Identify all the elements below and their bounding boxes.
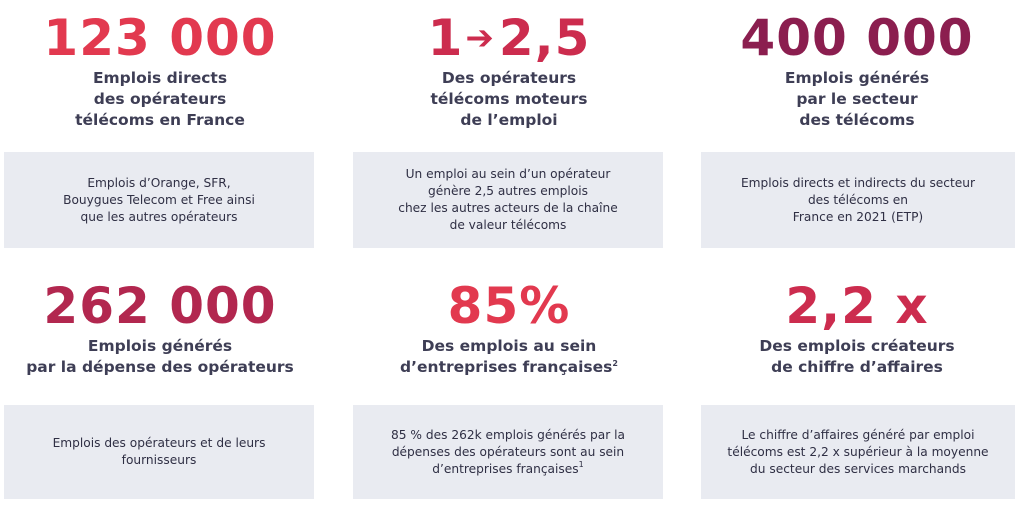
stat-description-line: que les autres opérateurs	[80, 209, 238, 224]
stat-value-right: 2,5	[498, 9, 591, 67]
stat-label-line: Des emplois au sein	[421, 337, 597, 355]
footnote-marker: 1	[578, 459, 584, 469]
stat-label-line: Emplois générés	[87, 337, 233, 355]
stat-description-line: Emplois directs et indirects du secteur	[740, 175, 976, 190]
stat-description-line: fournisseurs	[121, 453, 197, 467]
stat-label: Emplois générés par le secteur des téléc…	[701, 68, 1013, 131]
stat-value: 1➔2,5	[353, 10, 665, 66]
stat-label-line: de chiffre d’affaires	[771, 358, 943, 376]
stat-description-line: Emplois des opérateurs et de leurs	[52, 436, 266, 450]
stat-label-line: des opérateurs	[93, 90, 227, 108]
stat-description-line: dépenses des opérateurs sont au sein	[391, 444, 625, 459]
stat-value: 2,2 x	[785, 277, 929, 335]
stat-description-box: Emplois directs et indirects du secteur …	[701, 152, 1015, 248]
stat-description-line: des télécoms en	[807, 192, 909, 207]
stat-label-line: Emplois générés	[784, 69, 930, 87]
stat-label: Emplois générés par la dépense des opéra…	[4, 336, 316, 378]
stat-value: 262 000	[43, 277, 277, 335]
stat-description-line: Le chiffre d’affaires généré par emploi	[741, 427, 975, 442]
stat-description-box: Emplois des opérateurs et de leurs fourn…	[4, 405, 314, 499]
stat-description-line: d’entreprises françaises	[432, 461, 579, 476]
stat-description-box: Le chiffre d’affaires généré par emploi …	[701, 405, 1015, 499]
stat-description-line: génère 2,5 autres emplois	[428, 184, 588, 198]
stat-value-left: 1	[427, 9, 464, 67]
stat-card-direct-jobs: 123 000 Emplois directs des opérateurs t…	[4, 10, 316, 131]
stat-card-spending-jobs: 262 000 Emplois générés par la dépense d…	[4, 278, 316, 378]
stat-label-line: télécoms moteurs	[430, 90, 588, 108]
stat-label-line-with-footnote: d’entreprises françaises2	[353, 357, 665, 378]
stat-description-line: télécoms est 2,2 x supérieur à la moyenn…	[727, 444, 989, 459]
stat-value: 400 000	[740, 9, 974, 67]
stat-description-line: Emplois d’Orange, SFR,	[87, 175, 231, 190]
stat-value: 85%	[447, 277, 571, 335]
arrow-right-icon: ➔	[465, 18, 495, 58]
stat-card-multiplier: 1➔2,5 Des opérateurs télécoms moteurs de…	[353, 10, 665, 131]
stat-label-line: par le secteur	[796, 90, 918, 108]
stat-description-line: chez les autres acteurs de la chaîne	[398, 201, 618, 215]
stat-label: Emplois directs des opérateurs télécoms …	[4, 68, 316, 131]
stat-description-line-with-footnote: d’entreprises françaises1	[391, 459, 625, 478]
stat-description-box: Un emploi au sein d’un opérateur génère …	[353, 152, 663, 248]
stat-card-sector-jobs: 400 000 Emplois générés par le secteur d…	[701, 10, 1013, 131]
stat-label: Des emplois créateurs de chiffre d’affai…	[701, 336, 1013, 378]
stat-label-line: de l’emploi	[460, 111, 558, 129]
stat-label-line: d’entreprises françaises	[400, 358, 613, 376]
stat-label: Des emplois au sein d’entreprises frança…	[353, 336, 665, 378]
footnote-marker: 2	[612, 359, 618, 368]
stat-description-line: Bouygues Telecom et Free ainsi	[63, 192, 255, 207]
stat-description-line: Un emploi au sein d’un opérateur	[405, 167, 611, 181]
stat-description-line: de valeur télécoms	[449, 218, 567, 232]
stat-description-box: Emplois d’Orange, SFR, Bouygues Telecom …	[4, 152, 314, 248]
stat-label-line: télécoms en France	[75, 111, 245, 129]
stat-label-line: Des opérateurs	[441, 69, 577, 87]
stat-description-line: France en 2021 (ETP)	[792, 209, 924, 224]
stat-label-line: Emplois directs	[92, 69, 228, 87]
stat-label-line: par la dépense des opérateurs	[26, 358, 294, 376]
stat-value: 123 000	[43, 9, 277, 67]
stat-description-line: du secteur des services marchands	[750, 461, 966, 476]
stat-card-revenue-jobs: 2,2 x Des emplois créateurs de chiffre d…	[701, 278, 1013, 378]
stat-card-french-companies: 85% Des emplois au sein d’entreprises fr…	[353, 278, 665, 378]
stat-label-line: Des emplois créateurs	[759, 337, 955, 355]
stat-description-line: 85 % des 262k emplois générés par la	[391, 427, 625, 442]
stat-label-line: des télécoms	[799, 111, 915, 129]
stat-description-box: 85 % des 262k emplois générés par la dép…	[353, 405, 663, 499]
stat-label: Des opérateurs télécoms moteurs de l’emp…	[353, 68, 665, 131]
